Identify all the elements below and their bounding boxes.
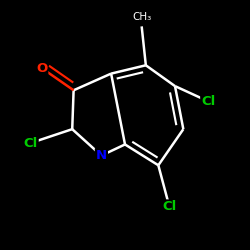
Text: N: N bbox=[96, 149, 107, 162]
Text: Cl: Cl bbox=[24, 136, 38, 149]
Text: Cl: Cl bbox=[162, 200, 176, 213]
Text: Cl: Cl bbox=[201, 95, 216, 108]
Text: CH₃: CH₃ bbox=[132, 12, 151, 22]
Text: O: O bbox=[36, 62, 47, 74]
